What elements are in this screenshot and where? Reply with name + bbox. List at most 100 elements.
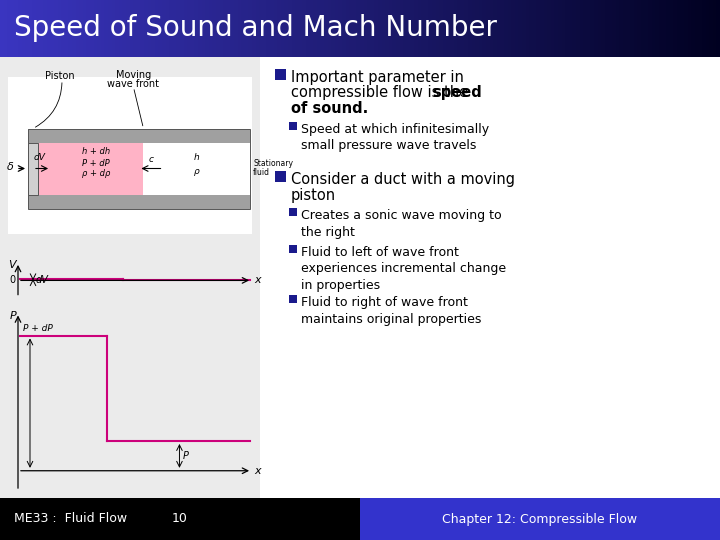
Bar [230, 0, 235, 57]
Bar [331, 0, 336, 57]
Bar [558, 0, 562, 57]
Bar [108, 0, 112, 57]
Bar [644, 0, 649, 57]
Bar [666, 0, 670, 57]
Text: dV: dV [34, 153, 46, 163]
Bar [504, 0, 508, 57]
Text: h + dh: h + dh [81, 147, 109, 157]
Bar [616, 0, 620, 57]
Bar [8, 77, 252, 234]
Bar [86, 0, 91, 57]
Text: of sound.: of sound. [291, 101, 368, 116]
Bar [432, 0, 436, 57]
Bar [198, 0, 202, 57]
Bar [227, 0, 231, 57]
Bar [137, 0, 141, 57]
Bar [482, 0, 487, 57]
Bar [450, 0, 454, 57]
Bar [364, 0, 368, 57]
Bar [101, 0, 105, 57]
Bar [289, 122, 297, 130]
Text: δ: δ [7, 163, 14, 172]
Bar [289, 295, 297, 303]
Text: P + dP: P + dP [23, 323, 53, 333]
Bar [637, 0, 642, 57]
Text: x: x [254, 465, 261, 476]
Text: Moving: Moving [116, 70, 151, 80]
Bar [526, 0, 530, 57]
Bar [18, 0, 22, 57]
Bar [612, 0, 616, 57]
Bar [475, 0, 480, 57]
Text: c: c [148, 154, 153, 164]
Bar [176, 0, 181, 57]
Bar [587, 0, 591, 57]
Bar [94, 0, 98, 57]
Bar [418, 0, 422, 57]
Bar [716, 0, 720, 57]
Bar [256, 0, 260, 57]
Bar [28, 143, 143, 194]
Bar [428, 0, 433, 57]
Bar [284, 0, 289, 57]
Bar [36, 0, 40, 57]
Bar [187, 0, 192, 57]
Bar [126, 0, 130, 57]
Bar [104, 0, 109, 57]
Bar [151, 0, 156, 57]
Bar [572, 0, 577, 57]
Bar [212, 0, 217, 57]
Bar [43, 0, 48, 57]
Bar [205, 0, 210, 57]
Bar [490, 0, 494, 57]
Bar [457, 0, 462, 57]
Bar [346, 0, 350, 57]
Bar [461, 0, 465, 57]
Text: Stationary: Stationary [253, 159, 293, 168]
Bar [274, 0, 278, 57]
Bar [122, 0, 127, 57]
Bar [245, 0, 249, 57]
Bar [392, 0, 397, 57]
Bar [360, 0, 364, 57]
Bar [28, 129, 250, 208]
Text: fluid: fluid [253, 168, 270, 177]
Bar [0, 57, 260, 498]
Text: P: P [9, 310, 16, 321]
Bar [191, 0, 195, 57]
Bar [421, 0, 426, 57]
Text: dV: dV [36, 275, 49, 285]
Bar [436, 0, 440, 57]
Bar [554, 0, 559, 57]
Bar [605, 0, 609, 57]
Bar [184, 0, 188, 57]
Bar [479, 0, 483, 57]
Bar [403, 0, 408, 57]
Bar [540, 0, 544, 57]
Bar [0, 0, 4, 57]
Bar [508, 0, 512, 57]
Bar [472, 0, 476, 57]
Bar [76, 0, 80, 57]
Bar [410, 0, 415, 57]
Bar [68, 0, 73, 57]
Bar [601, 0, 606, 57]
Text: Important parameter in: Important parameter in [291, 70, 464, 85]
Bar [133, 0, 138, 57]
Text: Piston: Piston [45, 71, 75, 81]
Text: speed: speed [432, 85, 482, 100]
Bar [688, 0, 692, 57]
Bar [677, 0, 681, 57]
Bar [277, 0, 282, 57]
Text: piston: piston [291, 187, 336, 202]
Bar [40, 0, 44, 57]
Bar [371, 0, 375, 57]
Bar [464, 0, 469, 57]
Bar [659, 0, 663, 57]
Text: V: V [9, 260, 16, 270]
Bar [223, 0, 228, 57]
Bar [389, 0, 393, 57]
Bar [626, 0, 631, 57]
Bar [275, 69, 286, 80]
Bar [320, 0, 325, 57]
